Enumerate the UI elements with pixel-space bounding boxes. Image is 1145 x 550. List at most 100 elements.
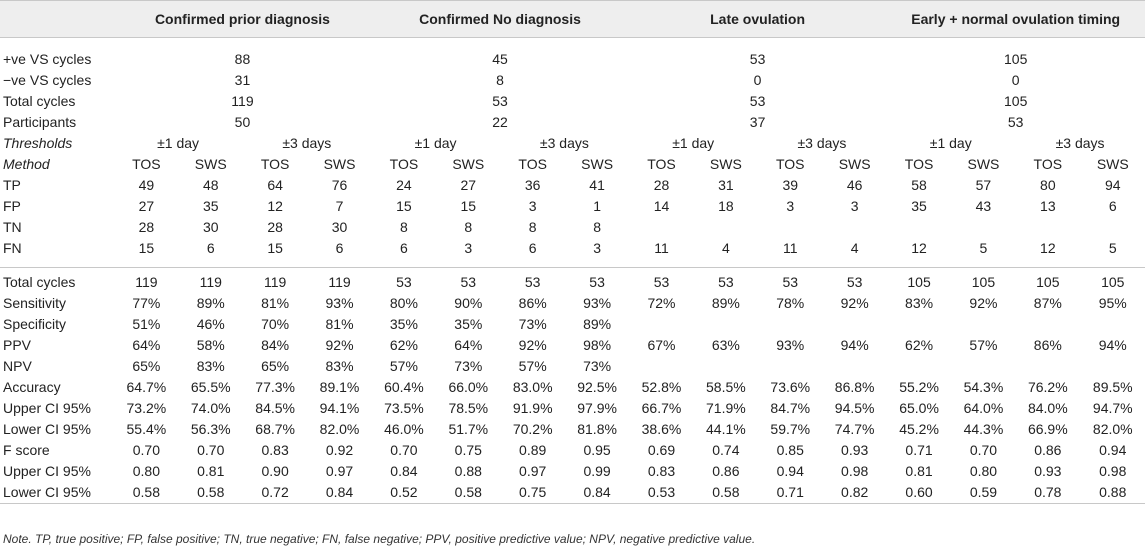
value-cell: 65.0%	[899, 400, 939, 416]
threshold-cell: ±1 day	[929, 135, 972, 151]
value-cell: 0.81	[905, 463, 933, 479]
value-cell: 0.84	[565, 482, 629, 504]
value-cell: 30	[202, 219, 219, 235]
value-cell: 0.86	[712, 463, 740, 479]
metric-row: Sensitivity 77% 89% 81% 93% 80% 90% 86% 93% 72% 89…	[0, 293, 1145, 314]
value-cell: 89.5%	[1092, 379, 1133, 395]
value-cell	[694, 314, 757, 335]
spacer-row	[0, 38, 1145, 50]
value-cell: 28	[267, 219, 283, 235]
value-cell: 0.74	[712, 442, 740, 458]
thresholds-row: Thresholds ±1 day ±3 days ±1 day ±3 days ±1 d…	[0, 133, 1145, 154]
value-cell: 98%	[583, 337, 612, 353]
value-cell: 74.0%	[190, 400, 231, 416]
value-cell: 46.0%	[384, 421, 424, 437]
row-label: PPV	[3, 337, 32, 353]
value-cell: 71.9%	[706, 400, 746, 416]
value-cell: 94%	[840, 337, 869, 353]
value-cell: 63%	[711, 337, 740, 353]
value-cell: 64.0%	[963, 400, 1004, 416]
value-cell: 35%	[454, 316, 483, 332]
summary-cell: 0	[753, 72, 762, 88]
value-cell	[629, 217, 694, 238]
method-cell: TOS	[775, 156, 805, 172]
value-cell: 81%	[261, 295, 290, 311]
value-cell: 53	[589, 274, 605, 290]
value-cell: 0.71	[757, 482, 823, 504]
value-cell: 0.98	[1099, 463, 1127, 479]
summary-cell: 105	[1004, 93, 1028, 109]
value-cell: 76	[331, 177, 348, 193]
summary-row: +ve VS cycles 88 45 53 105	[0, 49, 1145, 70]
value-cell: 92%	[969, 295, 998, 311]
value-cell: 15	[396, 198, 412, 214]
value-cell: 0.83	[261, 442, 289, 458]
value-cell: 93%	[583, 295, 612, 311]
method-cell: TOS	[904, 156, 934, 172]
value-cell	[629, 356, 694, 377]
value-cell: 70%	[261, 316, 290, 332]
value-cell: 0.81	[197, 463, 225, 479]
value-cell: 0.88	[454, 463, 482, 479]
table-note: Note. TP, true positive; FP, false posit…	[3, 532, 756, 546]
metric-row: Upper CI 95% 73.2% 74.0% 84.5% 94.1% 73.5% 78.…	[0, 398, 1145, 419]
value-cell: 68.7%	[255, 421, 295, 437]
value-cell: 48	[202, 177, 219, 193]
value-cell: 4	[721, 240, 730, 256]
value-cell: 30	[331, 219, 348, 235]
count-row: FP 27 35 12 7 15 15 3 1 14 18 3 3 35 43 13 6	[0, 196, 1145, 217]
value-cell: 0.71	[905, 442, 933, 458]
value-cell: 0.93	[1034, 463, 1062, 479]
summary-row: Total cycles 119 53 53 105	[0, 91, 1145, 112]
method-cell: SWS	[1096, 156, 1129, 172]
value-cell: 11	[782, 240, 798, 256]
value-cell: 53	[396, 274, 412, 290]
value-cell: 53	[782, 274, 799, 290]
value-cell	[1015, 356, 1080, 377]
value-cell: 83%	[905, 295, 934, 311]
value-cell: 5	[1108, 240, 1117, 256]
summary-cell: 88	[234, 51, 251, 67]
value-cell: 72%	[647, 295, 676, 311]
value-cell: 93%	[776, 337, 805, 353]
value-cell: 82.0%	[319, 421, 360, 437]
summary-cell: 53	[1007, 114, 1024, 130]
value-cell: 0.78	[1015, 482, 1081, 504]
metric-row: Lower CI 95% 0.58 0.58 0.72 0.84 0.52 0.58 0.75…	[0, 482, 1145, 504]
value-cell: 93%	[325, 295, 354, 311]
value-cell: 84.7%	[770, 400, 811, 416]
value-cell: 6	[335, 240, 344, 256]
value-cell: 0.70	[197, 442, 225, 458]
value-cell: 105	[1036, 274, 1060, 290]
value-cell: 5	[979, 240, 988, 256]
value-cell: 64%	[454, 337, 483, 353]
value-cell: 0.94	[1099, 442, 1127, 458]
value-cell: 0.93	[841, 442, 869, 458]
value-cell: 27	[138, 198, 155, 214]
value-cell: 73.5%	[384, 400, 424, 416]
method-cell: SWS	[452, 156, 485, 172]
summary-row: −ve VS cycles 31 8 0 0	[0, 70, 1145, 91]
value-cell: 46	[846, 177, 863, 193]
value-cell: 92%	[325, 337, 354, 353]
method-cell: TOS	[518, 156, 547, 172]
method-cell: TOS	[647, 156, 676, 172]
row-label: +ve VS cycles	[3, 51, 92, 67]
value-cell: 82.0%	[1092, 421, 1133, 437]
value-cell: 0.70	[969, 442, 998, 458]
value-cell: 1	[593, 198, 601, 214]
value-cell	[886, 217, 951, 238]
row-label: Upper CI 95%	[3, 463, 91, 479]
value-cell: 0.86	[1034, 442, 1062, 458]
value-cell: 11	[654, 240, 669, 256]
value-cell: 4	[850, 240, 859, 256]
value-cell	[1081, 356, 1145, 377]
value-cell: 52.8%	[641, 379, 682, 395]
value-cell: 58	[911, 177, 927, 193]
value-cell: 73.6%	[770, 379, 811, 395]
value-cell: 94	[1104, 177, 1121, 193]
value-cell: 12	[1040, 240, 1056, 256]
row-label: TP	[3, 177, 21, 193]
group-header: Confirmed prior diagnosis	[113, 0, 372, 38]
value-cell: 41	[589, 177, 605, 193]
